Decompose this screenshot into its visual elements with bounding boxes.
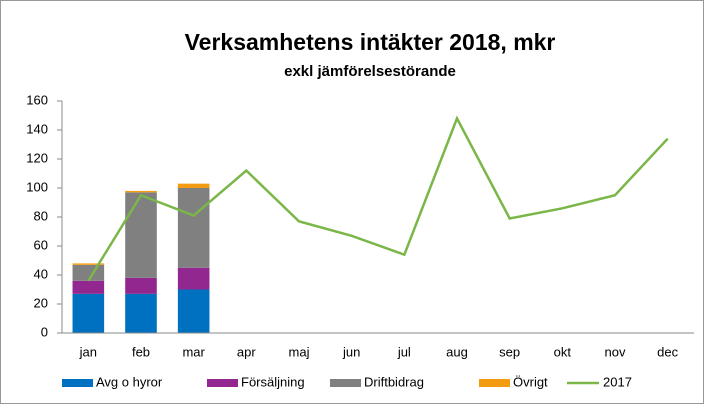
line-series (87, 115, 669, 282)
x-tick-label: dec (657, 344, 678, 359)
bar (125, 277, 157, 294)
y-tick-label: 100 (26, 179, 48, 194)
legend-swatch (330, 379, 361, 387)
legend-label: Övrigt (513, 374, 548, 389)
legend-label: 2017 (603, 374, 632, 389)
bar (72, 293, 105, 333)
bar (125, 190, 157, 193)
x-tick-label: okt (554, 344, 572, 359)
x-tick-label: nov (605, 344, 626, 359)
chart-subtitle: exkl jämförelsestörande (284, 63, 456, 80)
y-tick-label: 80 (34, 208, 48, 223)
bar (72, 263, 105, 265)
legend-swatch (207, 379, 238, 387)
x-tick-label: aug (446, 344, 468, 359)
legend-label: Försäljning (241, 374, 305, 389)
x-tick-label: mar (182, 344, 205, 359)
x-tick-label: feb (132, 344, 150, 359)
y-tick-label: 160 (26, 92, 48, 107)
legend-label: Driftbidrag (364, 374, 424, 389)
bar (177, 183, 210, 188)
y-tick-label: 20 (34, 295, 48, 310)
bar (72, 264, 105, 281)
bar (125, 293, 157, 333)
x-tick-label: apr (237, 344, 256, 359)
x-tick-label: jan (79, 344, 97, 359)
y-tick-label: 60 (34, 237, 48, 252)
y-tick-label: 120 (26, 150, 48, 165)
legend-label: Avg o hyror (96, 374, 163, 389)
y-tick-label: 140 (26, 121, 48, 136)
legend-swatch (479, 379, 510, 387)
x-tick-label: jul (397, 344, 411, 359)
x-tick-label: maj (289, 344, 310, 359)
y-tick-label: 0 (41, 324, 48, 339)
x-tick-label: sep (499, 344, 520, 359)
chart-title: Verksamhetens intäkter 2018, mkr (185, 29, 556, 55)
bar (177, 267, 210, 290)
bar (125, 192, 157, 278)
legend-swatch (62, 379, 93, 387)
x-tick-label: jun (342, 344, 360, 359)
bar (72, 280, 105, 294)
y-tick-label: 40 (34, 266, 48, 281)
bar (177, 188, 210, 268)
bar (177, 289, 210, 333)
